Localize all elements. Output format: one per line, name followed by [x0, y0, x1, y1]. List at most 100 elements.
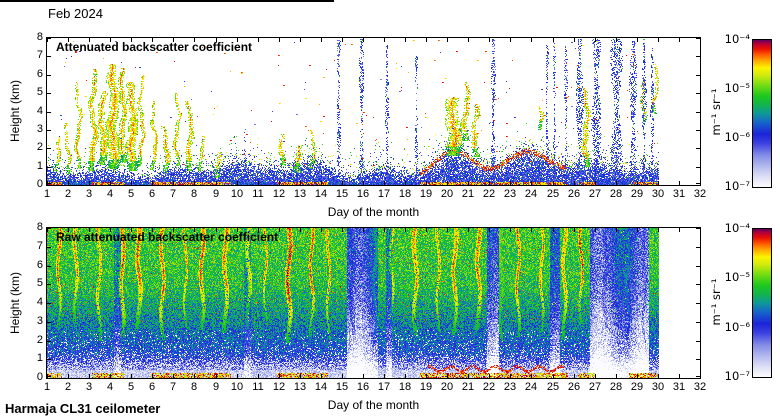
x-tick: [679, 181, 680, 185]
x-tick: [426, 38, 427, 42]
x-tick: [531, 374, 532, 378]
x-tick: [216, 38, 217, 42]
x-tick-label: 14: [314, 188, 328, 200]
y-tick: [47, 284, 51, 285]
x-tick-label: 13: [293, 381, 307, 393]
colorbar-gradient-top: [753, 40, 771, 187]
heatmap-canvas-attenuated: [47, 38, 700, 185]
x-tick-label: 23: [503, 381, 517, 393]
x-tick-label: 13: [293, 188, 307, 200]
x-tick: [700, 181, 701, 185]
colorbar-gradient-bottom: [753, 229, 771, 377]
x-tick: [194, 228, 195, 232]
x-tick: [468, 38, 469, 42]
x-tick-label: 7: [169, 381, 177, 393]
x-tick: [152, 228, 153, 232]
x-tick: [468, 374, 469, 378]
x-tick: [110, 38, 111, 42]
x-tick-label: 27: [588, 381, 602, 393]
y-tick: [696, 266, 700, 267]
x-tick: [700, 38, 701, 42]
x-tick-label: 31: [672, 188, 686, 200]
y-tick: [696, 303, 700, 304]
y-axis-label-bottom: Height (km): [8, 271, 22, 335]
y-tick: [47, 130, 51, 131]
y-tick-label: 3: [36, 123, 43, 135]
x-tick-label: 7: [169, 188, 177, 200]
x-tick: [700, 374, 701, 378]
y-tick: [696, 75, 700, 76]
x-tick: [279, 374, 280, 378]
x-tick-label: 22: [482, 381, 496, 393]
x-tick: [194, 38, 195, 42]
y-tick: [696, 130, 700, 131]
x-tick: [342, 38, 343, 42]
y-tick: [47, 303, 51, 304]
colorbar-tick-label: 10⁻⁵: [724, 81, 750, 95]
y-tick: [47, 359, 51, 360]
x-tick-label: 25: [546, 381, 560, 393]
x-tick: [384, 38, 385, 42]
x-tick: [447, 181, 448, 185]
x-tick: [131, 181, 132, 185]
x-tick: [658, 374, 659, 378]
x-tick-label: 5: [127, 381, 135, 393]
x-tick: [279, 228, 280, 232]
x-tick: [574, 38, 575, 42]
x-tick: [194, 181, 195, 185]
x-tick-label: 18: [398, 188, 412, 200]
y-tick-label: 0: [36, 371, 43, 383]
x-tick-label: 2: [64, 381, 72, 393]
x-tick: [152, 181, 153, 185]
y-tick-label: 4: [36, 105, 43, 117]
x-tick: [510, 374, 511, 378]
x-tick-label: 16: [356, 188, 370, 200]
x-tick: [679, 374, 680, 378]
y-tick: [696, 183, 700, 184]
y-tick: [47, 112, 51, 113]
x-tick: [595, 228, 596, 232]
x-tick: [258, 38, 259, 42]
colorbar-tick-label: 10⁻⁶: [724, 130, 750, 144]
x-tick: [131, 374, 132, 378]
x-tick-label: 1: [43, 188, 51, 200]
panel-title-attenuated: Attenuated backscatter coefficient: [56, 40, 253, 54]
x-tick: [258, 228, 259, 232]
x-tick: [384, 181, 385, 185]
x-tick: [447, 228, 448, 232]
x-tick: [300, 228, 301, 232]
colorbar-unit-label-top: m⁻¹ sr⁻¹: [709, 88, 723, 136]
y-tick-label: 3: [36, 315, 43, 327]
x-tick-label: 4: [106, 381, 114, 393]
x-tick: [489, 181, 490, 185]
colorbar-tick-label: 10⁻⁴: [724, 221, 750, 235]
x-tick-label: 28: [609, 188, 623, 200]
x-tick: [47, 228, 48, 232]
x-tick: [173, 38, 174, 42]
y-tick: [47, 341, 51, 342]
x-tick-label: 11: [252, 381, 264, 393]
x-tick: [616, 374, 617, 378]
x-tick-label: 32: [693, 381, 707, 393]
x-tick: [405, 228, 406, 232]
x-tick: [616, 181, 617, 185]
x-tick-label: 4: [106, 188, 114, 200]
x-tick: [363, 374, 364, 378]
x-tick: [342, 374, 343, 378]
x-tick: [405, 38, 406, 42]
y-tick: [47, 38, 51, 39]
y-tick: [47, 183, 51, 184]
x-tick: [89, 374, 90, 378]
x-tick: [300, 181, 301, 185]
x-tick: [658, 228, 659, 232]
y-tick-label: 7: [36, 49, 43, 61]
x-tick-label: 2: [64, 188, 72, 200]
x-tick-label: 31: [672, 381, 686, 393]
top-border-line: [0, 0, 334, 2]
colorbar-tick-label: 10⁻⁶: [724, 320, 750, 334]
y-tick: [47, 93, 51, 94]
y-tick: [696, 56, 700, 57]
x-tick: [637, 374, 638, 378]
x-tick: [489, 374, 490, 378]
